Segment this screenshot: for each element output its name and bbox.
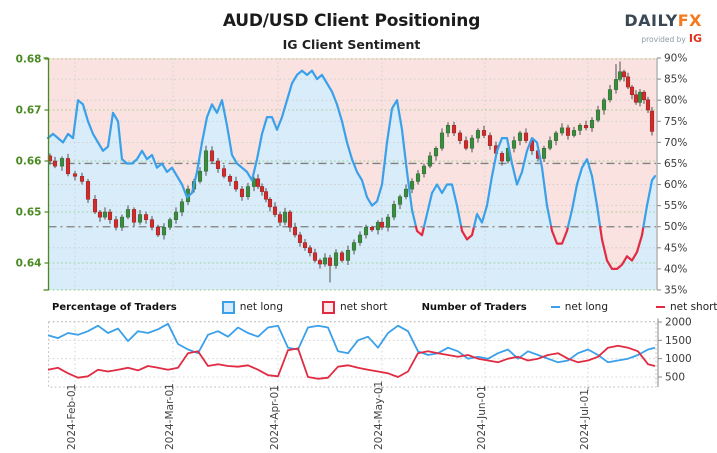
legend-net-long-count-label: net long <box>564 301 608 313</box>
legend-net-short-pct-label: net short <box>340 301 388 313</box>
net-long-box-swatch <box>221 300 235 314</box>
net-short-box-swatch <box>322 300 335 314</box>
net-long-area-fill <box>48 70 656 290</box>
chart-subtitle: IG Client Sentiment <box>282 37 421 52</box>
net-short-line-swatch <box>656 306 665 308</box>
svg-text:1500: 1500 <box>665 335 692 347</box>
svg-text:55%: 55% <box>664 200 687 212</box>
net-long-line-swatch <box>550 306 560 308</box>
traders-count-panel: 2000 1500 1000 500 <box>47 317 692 388</box>
main-chart <box>48 58 656 290</box>
page-title: AUD/USD Client Positioning <box>222 11 481 31</box>
svg-text:0.67: 0.67 <box>16 105 42 117</box>
legend: Percentage of Traders net long net short… <box>52 299 717 315</box>
date-label: 2024-Jun-01 <box>476 385 488 450</box>
sentiment-line <box>46 69 657 270</box>
date-label: 2024-Apr-01 <box>269 385 281 450</box>
svg-text:1000: 1000 <box>665 353 692 365</box>
brand-fx: FX <box>677 11 702 30</box>
svg-text:45%: 45% <box>664 242 687 254</box>
dailyfx-logo: DAILYFX provided by IG <box>624 13 702 45</box>
legend-net-long-pct-label: net long <box>239 301 283 313</box>
svg-text:60%: 60% <box>664 179 687 191</box>
brand-wordmark: DAILYFX <box>624 13 702 29</box>
svg-text:0.66: 0.66 <box>16 156 42 168</box>
candles <box>47 61 655 283</box>
ig-logo: IG <box>688 32 702 45</box>
svg-text:2000: 2000 <box>665 317 692 329</box>
main-axes: 0.68 0.67 0.66 0.65 0.64 90% 85% 80% 75% 70% 65% 60… <box>16 53 688 297</box>
svg-text:0.64: 0.64 <box>16 258 42 270</box>
count-line-net-long <box>47 322 656 364</box>
svg-text:85%: 85% <box>664 74 687 86</box>
date-label: 2024-May-01 <box>373 381 385 450</box>
date-axis: 2024-Feb-01 2024-Mar-01 2024-Apr-01 2024-Ma… <box>66 381 591 450</box>
provided-by-line: provided by IG <box>624 33 702 44</box>
svg-text:65%: 65% <box>664 158 687 170</box>
provided-by-text: provided by <box>641 35 686 44</box>
date-label: 2024-Feb-01 <box>66 384 78 450</box>
svg-text:90%: 90% <box>664 53 687 65</box>
svg-text:50%: 50% <box>664 221 687 233</box>
legend-net-short-count-label: net short <box>670 301 717 313</box>
legend-group-percentage: Percentage of Traders <box>52 301 177 313</box>
svg-text:75%: 75% <box>664 116 687 128</box>
svg-text:70%: 70% <box>664 137 687 149</box>
legend-group-number: Number of Traders <box>421 301 527 313</box>
svg-text:40%: 40% <box>664 263 687 275</box>
svg-text:500: 500 <box>665 372 685 384</box>
date-label: 2024-Jul-01 <box>579 389 591 450</box>
svg-text:80%: 80% <box>664 95 687 107</box>
svg-text:0.65: 0.65 <box>16 207 42 219</box>
brand-daily: DAILY <box>624 11 678 30</box>
count-line-net-short <box>47 344 656 380</box>
svg-text:35%: 35% <box>664 285 687 297</box>
date-label: 2024-Mar-01 <box>164 383 176 450</box>
svg-text:0.68: 0.68 <box>16 54 42 66</box>
